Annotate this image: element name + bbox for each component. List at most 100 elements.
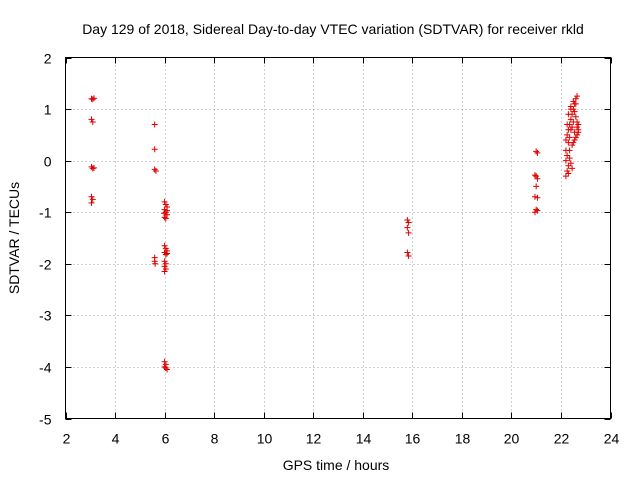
data-point (161, 258, 168, 265)
data-point (90, 164, 97, 171)
data-point (564, 121, 571, 128)
data-point (404, 224, 411, 231)
data-point (89, 165, 96, 172)
data-point (564, 152, 571, 159)
data-point (574, 124, 581, 131)
x-tick-label: 10 (257, 431, 273, 447)
data-point (562, 157, 569, 164)
data-point (152, 167, 159, 174)
y-tick-labels: -5 -4 -3 -2 -1 0 1 2 (39, 51, 52, 428)
data-point (572, 134, 579, 141)
chart-title: Day 129 of 2018, Sidereal Day-to-day VTE… (82, 21, 584, 37)
data-point (161, 263, 168, 270)
data-point (89, 196, 96, 203)
y-tick-label: -4 (39, 360, 52, 376)
data-point (567, 106, 574, 113)
axis-ticks (65, 57, 612, 420)
data-point (565, 170, 572, 177)
data-point (151, 121, 158, 128)
data-points (88, 93, 582, 373)
data-point (151, 146, 158, 153)
data-point (405, 253, 412, 260)
x-tick-labels: 2 4 6 8 10 12 14 16 18 20 22 24 (63, 431, 620, 447)
x-tick-label: 20 (504, 431, 520, 447)
x-tick-label: 16 (405, 431, 421, 447)
x-tick-label: 24 (604, 431, 620, 447)
data-point (162, 251, 169, 258)
data-point (570, 118, 577, 125)
data-point (152, 260, 159, 267)
x-axis-label: GPS time / hours (283, 457, 390, 473)
y-tick-label: 0 (44, 154, 52, 170)
data-point (405, 229, 412, 236)
data-point (161, 210, 168, 217)
y-tick-label: -1 (39, 205, 52, 221)
data-point (162, 201, 169, 208)
data-point (151, 166, 158, 173)
data-point (533, 148, 540, 155)
y-axis-label: SDTVAR / TECUs (6, 182, 22, 294)
data-point (533, 183, 540, 190)
data-point (404, 216, 411, 223)
data-point (164, 250, 171, 257)
data-point (572, 100, 579, 107)
data-point (162, 265, 169, 272)
x-tick-label: 6 (162, 431, 170, 447)
data-point (533, 173, 540, 180)
data-point (533, 206, 540, 213)
data-point (566, 134, 573, 141)
data-point (161, 198, 168, 205)
data-point (162, 215, 169, 222)
y-tick-label: -3 (39, 308, 52, 324)
data-point (565, 139, 572, 146)
data-point (572, 113, 579, 120)
data-point (405, 219, 412, 226)
data-point (161, 358, 168, 365)
data-point (534, 207, 541, 214)
data-point (162, 245, 169, 252)
y-tick-label: 2 (44, 51, 52, 67)
data-point (162, 260, 169, 267)
data-point (567, 126, 574, 133)
x-tick-label: 22 (554, 431, 570, 447)
data-point (571, 108, 578, 115)
x-tick-label: 8 (211, 431, 219, 447)
data-point (569, 142, 576, 149)
data-point (89, 96, 96, 103)
data-point (575, 121, 582, 128)
data-point (90, 95, 97, 102)
data-point (164, 366, 171, 373)
y-tick-label: -5 (39, 412, 52, 428)
data-point (575, 129, 582, 136)
data-point (161, 242, 168, 249)
data-point (569, 165, 576, 172)
data-point (534, 149, 541, 156)
data-point (88, 199, 95, 206)
data-point (164, 207, 171, 214)
x-tick-label: 12 (306, 431, 322, 447)
x-tick-label: 2 (63, 431, 71, 447)
data-point (88, 193, 95, 200)
data-point (534, 194, 541, 201)
x-tick-label: 4 (112, 431, 120, 447)
data-point (567, 160, 574, 167)
data-point (404, 249, 411, 256)
data-point (564, 167, 571, 174)
data-point (562, 147, 569, 154)
x-tick-label: 18 (455, 431, 471, 447)
data-point (534, 175, 541, 182)
plot-frame (65, 57, 611, 419)
data-point (162, 364, 169, 371)
y-tick-label: -2 (39, 257, 52, 273)
data-point (161, 268, 168, 275)
data-point (89, 118, 96, 125)
data-point (565, 111, 572, 118)
y-tick-label: 1 (44, 102, 52, 118)
x-tick-label: 14 (356, 431, 372, 447)
data-point (88, 116, 95, 123)
grid (65, 57, 611, 419)
data-point (531, 172, 538, 179)
data-point (571, 137, 578, 144)
data-point (574, 93, 581, 100)
